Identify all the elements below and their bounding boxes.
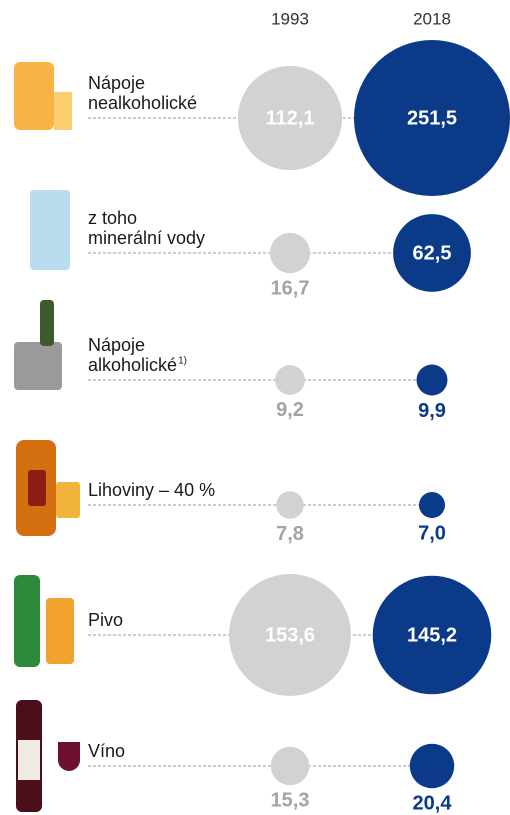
value-label: 62,5 [413, 242, 452, 264]
value-label: 7,0 [418, 522, 446, 544]
footnote-mark: 1) [178, 356, 187, 367]
value-label: 16,7 [271, 277, 310, 299]
bubble [418, 491, 446, 519]
category-label: Lihoviny – 40 % [88, 480, 215, 500]
bubble [372, 575, 492, 695]
icons [14, 62, 80, 812]
bubble [416, 364, 448, 396]
value-label: 9,2 [276, 399, 304, 421]
bubble [276, 491, 304, 519]
value-label: 251,5 [407, 107, 457, 129]
value-label: 20,4 [413, 792, 453, 814]
year-label: 1993 [271, 9, 309, 28]
bubble [229, 574, 351, 696]
category-label: z toho minerální vody [88, 208, 205, 248]
bubble [393, 214, 471, 292]
bubble [237, 65, 343, 171]
bubble [354, 40, 510, 196]
value-label: 7,8 [276, 523, 304, 545]
category-label: Nápoje nealkoholické [88, 73, 197, 113]
bubble [269, 232, 311, 274]
bubble [275, 365, 305, 395]
value-label: 153,6 [265, 624, 315, 646]
year-label: 2018 [413, 9, 451, 28]
category-label: Nápoje alkoholické [88, 335, 177, 375]
value-label: 9,9 [418, 400, 446, 422]
category-label: Víno [88, 741, 125, 761]
bubble [409, 743, 455, 789]
bubble [270, 746, 310, 786]
value-label: 112,1 [266, 107, 315, 129]
value-label: 15,3 [271, 790, 310, 812]
value-label: 145,2 [407, 624, 457, 646]
category-label: Pivo [88, 610, 123, 630]
